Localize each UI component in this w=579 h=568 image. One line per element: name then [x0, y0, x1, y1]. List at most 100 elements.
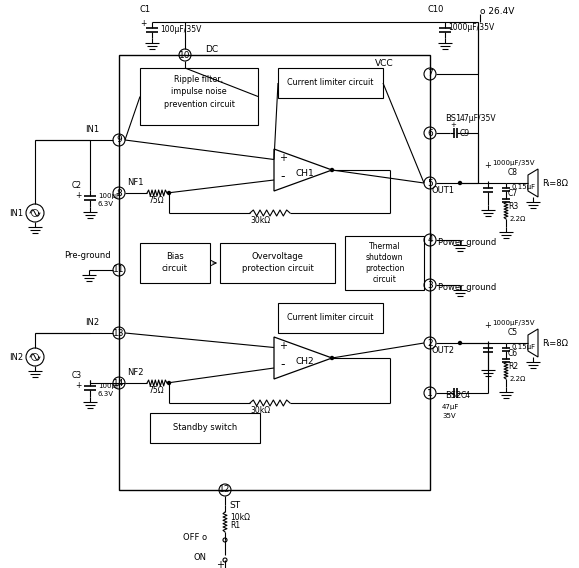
Text: CH1: CH1 [296, 169, 314, 178]
Text: C1: C1 [140, 5, 151, 14]
Text: 11: 11 [113, 265, 124, 274]
Text: 12: 12 [219, 486, 230, 495]
Text: impulse noise: impulse noise [171, 87, 227, 96]
Text: 2: 2 [427, 339, 433, 348]
Text: +: + [76, 191, 82, 201]
Text: IN2: IN2 [85, 318, 99, 327]
Text: C4: C4 [461, 391, 471, 400]
Text: 7: 7 [427, 69, 433, 78]
Text: 3: 3 [427, 281, 433, 290]
Text: 6.3V: 6.3V [98, 201, 114, 207]
Text: OUT2: OUT2 [432, 346, 455, 355]
Text: 1000μF/35V: 1000μF/35V [492, 320, 534, 326]
Text: 1: 1 [427, 389, 433, 398]
Text: Current limiter circuit: Current limiter circuit [287, 313, 373, 322]
Text: o 26.4V: o 26.4V [480, 7, 514, 16]
Text: +: + [216, 560, 224, 568]
Text: IN1: IN1 [85, 125, 99, 134]
Text: 100μF/35V: 100μF/35V [160, 26, 201, 35]
Bar [345, 236, 424, 290]
Text: Power ground: Power ground [438, 238, 496, 247]
Circle shape [459, 341, 461, 345]
Text: 2.2Ω: 2.2Ω [510, 216, 526, 222]
Text: +: + [484, 321, 491, 330]
Text: R1: R1 [230, 521, 240, 530]
Text: +: + [279, 341, 287, 351]
Text: Thermal: Thermal [369, 242, 400, 251]
Text: Rₗ=8Ω: Rₗ=8Ω [542, 178, 568, 187]
Text: IN2: IN2 [9, 353, 23, 361]
Text: 0.15μF: 0.15μF [512, 344, 536, 350]
Text: 14: 14 [113, 378, 124, 387]
Text: 75Ω: 75Ω [148, 196, 164, 205]
Text: 100μF: 100μF [98, 383, 120, 389]
Text: 47μF/35V: 47μF/35V [460, 114, 497, 123]
Text: 75Ω: 75Ω [148, 386, 164, 395]
Text: 6: 6 [427, 128, 433, 137]
Text: 10kΩ: 10kΩ [230, 513, 250, 522]
Text: C10: C10 [427, 5, 444, 14]
Text: protection circuit: protection circuit [241, 264, 313, 273]
Text: IN1: IN1 [9, 208, 23, 218]
Bar [278, 303, 383, 333]
Circle shape [167, 191, 170, 194]
Text: CH2: CH2 [296, 357, 314, 366]
Text: Standby switch: Standby switch [173, 423, 237, 432]
Text: +: + [76, 382, 82, 391]
Text: C9: C9 [460, 130, 470, 139]
Text: R3: R3 [508, 202, 518, 211]
Text: 4: 4 [427, 236, 433, 244]
Text: NF2: NF2 [127, 368, 144, 377]
Text: C5: C5 [508, 328, 518, 337]
Circle shape [167, 382, 170, 385]
Text: +: + [141, 19, 147, 28]
Text: 10: 10 [179, 51, 190, 60]
Text: ST: ST [229, 501, 240, 510]
Text: C7: C7 [508, 189, 518, 198]
Text: +: + [450, 122, 456, 128]
Text: OUT1: OUT1 [432, 186, 455, 195]
Text: 2.2Ω: 2.2Ω [510, 376, 526, 382]
Text: Power ground: Power ground [438, 283, 496, 292]
Text: Ripple filter,: Ripple filter, [174, 75, 223, 84]
Bar [140, 243, 210, 283]
Bar [220, 243, 335, 283]
Text: C8: C8 [508, 168, 518, 177]
Text: Rₗ=8Ω: Rₗ=8Ω [542, 339, 568, 348]
Text: BS1: BS1 [445, 114, 461, 123]
Bar [140, 68, 258, 125]
Circle shape [331, 357, 334, 360]
Text: DC: DC [205, 45, 218, 55]
Text: 8: 8 [116, 189, 122, 198]
Bar [278, 68, 383, 98]
Text: 1000μF/35V: 1000μF/35V [492, 160, 534, 166]
Text: 9: 9 [116, 136, 122, 144]
Text: 5: 5 [427, 178, 433, 187]
Text: +: + [279, 153, 287, 163]
Text: 0.15μF: 0.15μF [512, 184, 536, 190]
Text: 35V: 35V [442, 413, 456, 419]
Text: 13: 13 [113, 328, 124, 337]
Text: BS2: BS2 [445, 391, 461, 400]
Text: circuit: circuit [372, 275, 397, 284]
Text: 30kΩ: 30kΩ [250, 406, 270, 415]
Text: +: + [484, 161, 491, 170]
Circle shape [459, 182, 461, 185]
Text: 1000μF/35V: 1000μF/35V [448, 23, 494, 32]
Text: 47μF: 47μF [442, 404, 459, 410]
Text: R2: R2 [508, 362, 518, 371]
Text: 100μF: 100μF [98, 193, 120, 199]
Text: Current limiter circuit: Current limiter circuit [287, 78, 373, 87]
Bar [150, 413, 260, 443]
Text: Bias: Bias [166, 252, 184, 261]
Text: Pre-ground: Pre-ground [64, 251, 111, 260]
Text: OFF o: OFF o [183, 533, 207, 542]
Text: C6: C6 [508, 349, 518, 358]
Text: C2: C2 [72, 181, 82, 190]
Circle shape [331, 169, 334, 172]
Text: shutdown: shutdown [366, 253, 403, 262]
Bar [119, 55, 430, 490]
Text: prevention circuit: prevention circuit [163, 100, 234, 109]
Text: 30kΩ: 30kΩ [250, 216, 270, 225]
Text: protection: protection [365, 264, 404, 273]
